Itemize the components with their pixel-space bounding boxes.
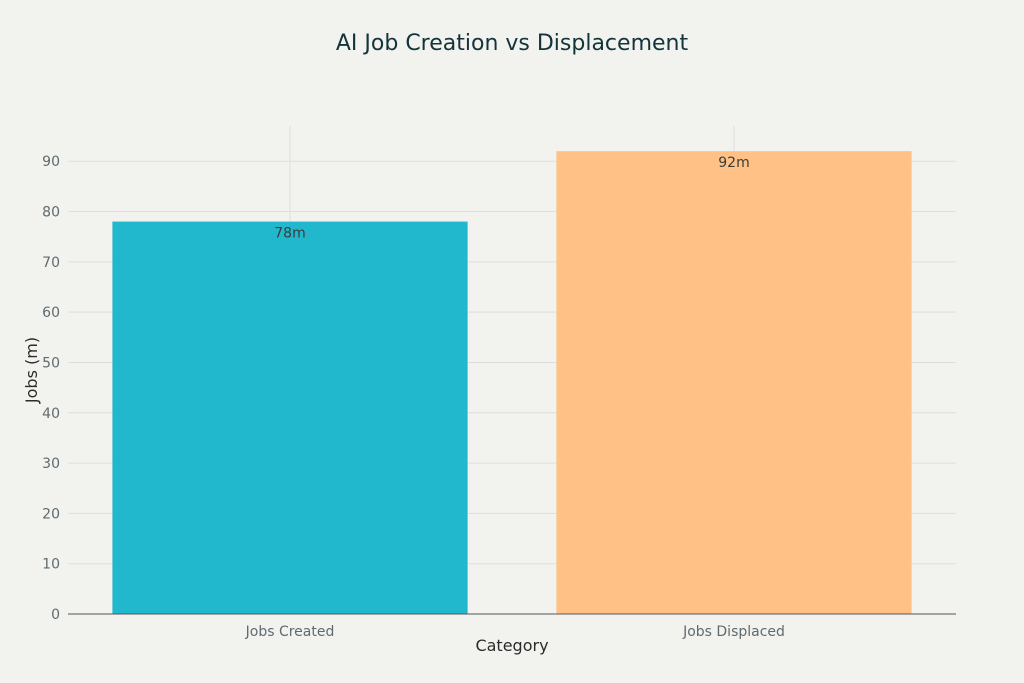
y-tick-label: 20 (42, 506, 60, 522)
chart-title: AI Job Creation vs Displacement (336, 31, 689, 56)
y-tick-label: 0 (51, 607, 60, 623)
y-tick-label: 60 (42, 305, 60, 321)
x-tick-label: Jobs Created (245, 624, 335, 640)
y-tick-label: 30 (42, 456, 60, 472)
y-tick-label: 90 (42, 154, 60, 170)
bar (556, 151, 912, 614)
data-label: 92m (718, 155, 749, 171)
bar (112, 221, 468, 614)
y-tick-label: 40 (42, 406, 60, 422)
data-labels: 78m 92m (274, 155, 749, 241)
y-tick-label: 10 (42, 557, 60, 573)
y-tick-labels: 0 10 20 30 40 50 60 70 80 90 (42, 154, 60, 623)
y-axis-title: Jobs (m) (22, 337, 41, 404)
y-tick-label: 70 (42, 255, 60, 271)
x-tick-labels: Jobs Created Jobs Displaced (245, 624, 785, 640)
x-tick-label: Jobs Displaced (682, 624, 785, 640)
y-tick-label: 50 (42, 355, 60, 371)
x-axis-title: Category (475, 636, 548, 655)
bars (112, 151, 912, 614)
data-label: 78m (274, 226, 305, 242)
y-tick-label: 80 (42, 205, 60, 221)
